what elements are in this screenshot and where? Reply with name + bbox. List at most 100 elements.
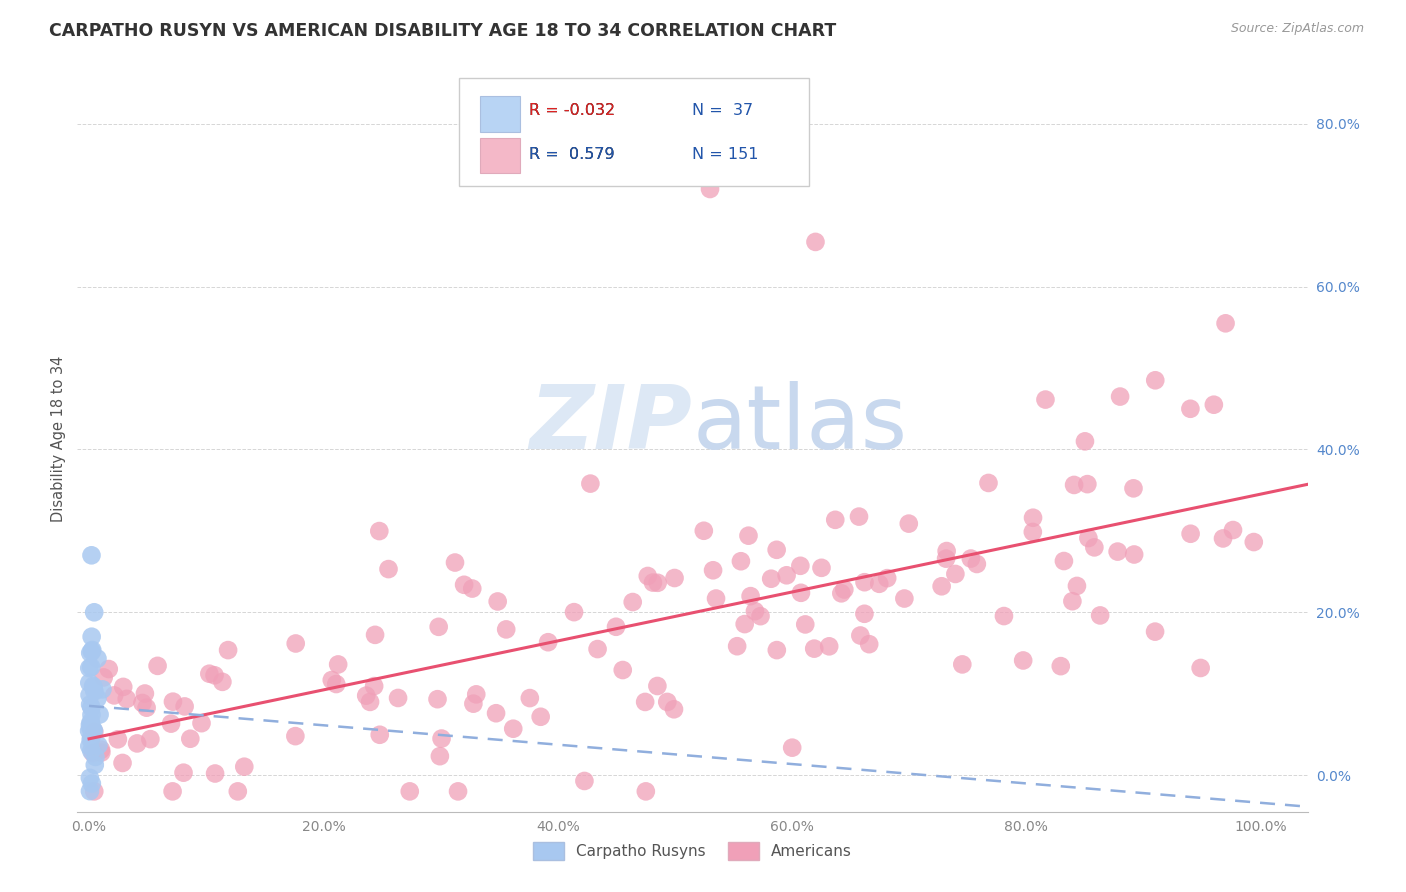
Point (284, 729, 307, 743)
Point (80, 707, 103, 722)
Point (647, 679, 669, 693)
Point (82, 643, 104, 657)
Point (1189, 661, 1212, 675)
Point (641, 575, 664, 590)
Point (115, 691, 138, 706)
Point (1123, 548, 1146, 562)
Point (647, 575, 669, 590)
Point (430, 731, 453, 746)
Point (79, 661, 101, 675)
Point (93, 670, 115, 684)
Point (1076, 477, 1098, 491)
Point (447, 784, 470, 798)
Point (1049, 659, 1071, 673)
Point (657, 695, 679, 709)
Point (139, 732, 162, 747)
Point (485, 706, 508, 721)
Point (853, 607, 876, 621)
Point (634, 784, 657, 798)
Point (84, 750, 107, 764)
Point (107, 732, 129, 747)
Point (725, 639, 748, 653)
Text: Source: ZipAtlas.com: Source: ZipAtlas.com (1230, 22, 1364, 36)
Point (91, 682, 114, 697)
Point (1077, 531, 1099, 545)
Point (429, 749, 451, 764)
Point (387, 690, 409, 705)
Point (834, 582, 856, 597)
Point (1243, 535, 1265, 549)
Point (789, 558, 811, 573)
Point (226, 784, 249, 798)
Point (426, 692, 449, 706)
Point (730, 554, 752, 568)
Point (562, 605, 585, 619)
Point (80, 744, 103, 758)
Point (737, 529, 759, 543)
Point (354, 689, 377, 703)
Y-axis label: Disability Age 18 to 34: Disability Age 18 to 34 (51, 356, 66, 523)
Point (935, 544, 957, 558)
Point (744, 604, 766, 618)
Point (368, 728, 391, 742)
Point (134, 686, 156, 700)
Point (79, 718, 101, 732)
Point (1012, 653, 1035, 667)
Point (83, 684, 105, 698)
Text: N =  37: N = 37 (693, 103, 754, 119)
Point (790, 586, 813, 600)
Point (83, 605, 105, 619)
Point (1107, 544, 1129, 558)
Point (1022, 524, 1045, 539)
Point (804, 235, 827, 249)
Point (1222, 523, 1244, 537)
Point (495, 623, 517, 637)
Point (519, 691, 541, 706)
Point (605, 620, 627, 634)
Text: R = -0.032: R = -0.032 (529, 103, 614, 119)
Point (87, 739, 110, 753)
Point (377, 562, 399, 576)
Text: R =  0.579: R = 0.579 (529, 146, 614, 161)
Point (993, 609, 1015, 624)
Point (966, 557, 988, 571)
Point (858, 637, 880, 651)
Point (621, 595, 644, 609)
Point (1212, 532, 1234, 546)
Point (1035, 392, 1057, 407)
Point (359, 695, 381, 709)
Point (931, 579, 953, 593)
Point (530, 710, 553, 724)
Point (502, 722, 524, 736)
Point (211, 674, 233, 689)
Point (79, 784, 101, 798)
Point (586, 642, 609, 657)
Point (830, 586, 852, 600)
Point (86, 651, 108, 665)
Point (960, 551, 983, 566)
Point (398, 784, 420, 798)
Point (103, 689, 125, 703)
Point (179, 731, 201, 746)
Point (765, 542, 787, 557)
Point (325, 677, 347, 691)
Point (80, 660, 103, 674)
Point (818, 640, 841, 654)
Point (853, 575, 876, 590)
Point (77, 723, 100, 738)
Point (364, 628, 387, 642)
Point (803, 641, 825, 656)
Point (1066, 579, 1088, 593)
Point (82, 746, 104, 760)
Text: ZIP: ZIP (530, 381, 693, 468)
FancyBboxPatch shape (479, 96, 520, 132)
Point (82, 723, 104, 737)
Point (80, 776, 103, 790)
Point (127, 736, 149, 750)
Point (173, 765, 195, 780)
Point (79, 739, 101, 753)
Point (79, 646, 101, 660)
Point (824, 513, 846, 527)
FancyBboxPatch shape (458, 78, 810, 186)
Point (233, 760, 256, 774)
